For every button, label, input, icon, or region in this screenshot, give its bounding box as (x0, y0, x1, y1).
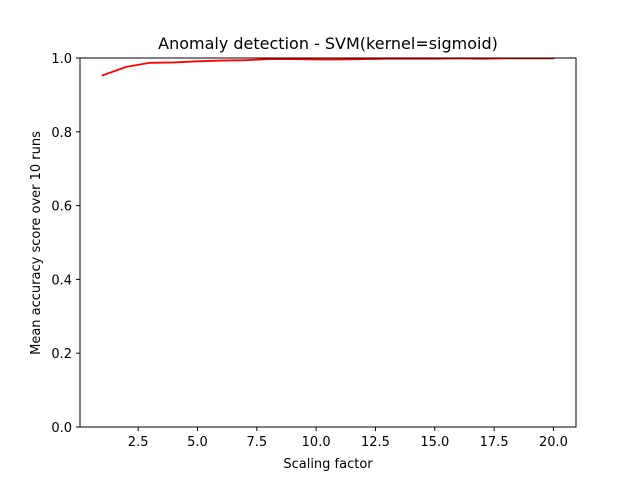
x-tick-label: 10.0 (302, 435, 331, 450)
y-tick-label: 0.0 (51, 421, 72, 436)
y-tick-label: 0.4 (51, 273, 72, 288)
x-tick-label: 15.0 (420, 435, 449, 450)
y-tick-label: 0.8 (51, 126, 72, 141)
y-axis-label: Mean accuracy score over 10 runs (29, 131, 44, 355)
series-line-0 (101, 57, 555, 77)
y-tick-label: 1.0 (51, 52, 72, 67)
y-tick-label: 0.2 (51, 347, 72, 362)
plot-frame (79, 57, 577, 428)
x-tick-label: 7.5 (246, 435, 267, 450)
x-tick-label: 17.5 (480, 435, 509, 450)
x-axis-label: Scaling factor (283, 457, 373, 472)
x-tick-label: 5.0 (187, 435, 208, 450)
x-tick-label: 2.5 (128, 435, 149, 450)
x-tick-label: 12.5 (361, 435, 390, 450)
plot-area: 2.5 5.0 7.5 10.0 12.5 15.0 17.5 20.0 0.0 0.2 0.4 0.… (51, 52, 577, 450)
chart-title: Anomaly detection - SVM(kernel=sigmoid) (158, 34, 498, 53)
x-tick-label: 20.0 (539, 435, 568, 450)
y-tick-label: 0.6 (51, 200, 72, 215)
